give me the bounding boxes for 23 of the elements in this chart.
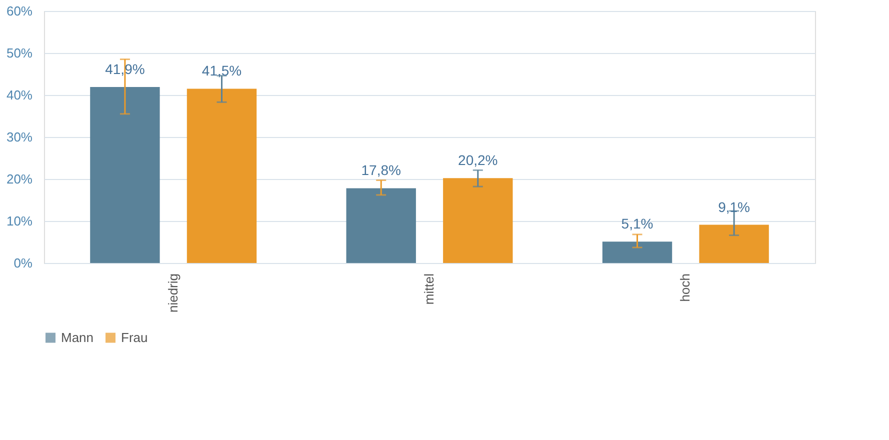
data-label: 9,1% <box>718 198 750 215</box>
y-tick-label: 30% <box>6 130 33 144</box>
data-label: 5,1% <box>621 216 654 232</box>
data-label: 41,5% <box>202 62 242 79</box>
x-tick-label: niedrig <box>165 274 180 313</box>
y-tick-label: 40% <box>6 88 33 102</box>
legend-label: Mann <box>61 330 94 345</box>
bar <box>186 88 257 263</box>
bar <box>699 224 769 263</box>
x-tick-label: mittel <box>422 273 436 305</box>
legend-label: Frau <box>121 330 148 345</box>
bar <box>602 242 672 263</box>
y-tick-label: 20% <box>6 172 33 186</box>
bar <box>90 87 160 263</box>
data-label: 20,2% <box>458 152 498 168</box>
x-tick-label: hoch <box>678 274 693 302</box>
bar <box>443 178 513 263</box>
y-tick-label: 10% <box>6 214 33 228</box>
y-tick-label: 50% <box>6 46 33 60</box>
y-tick-label: 60% <box>6 4 33 18</box>
data-label: 17,8% <box>361 162 401 178</box>
bar <box>346 188 416 263</box>
y-tick-label: 0% <box>14 256 33 270</box>
